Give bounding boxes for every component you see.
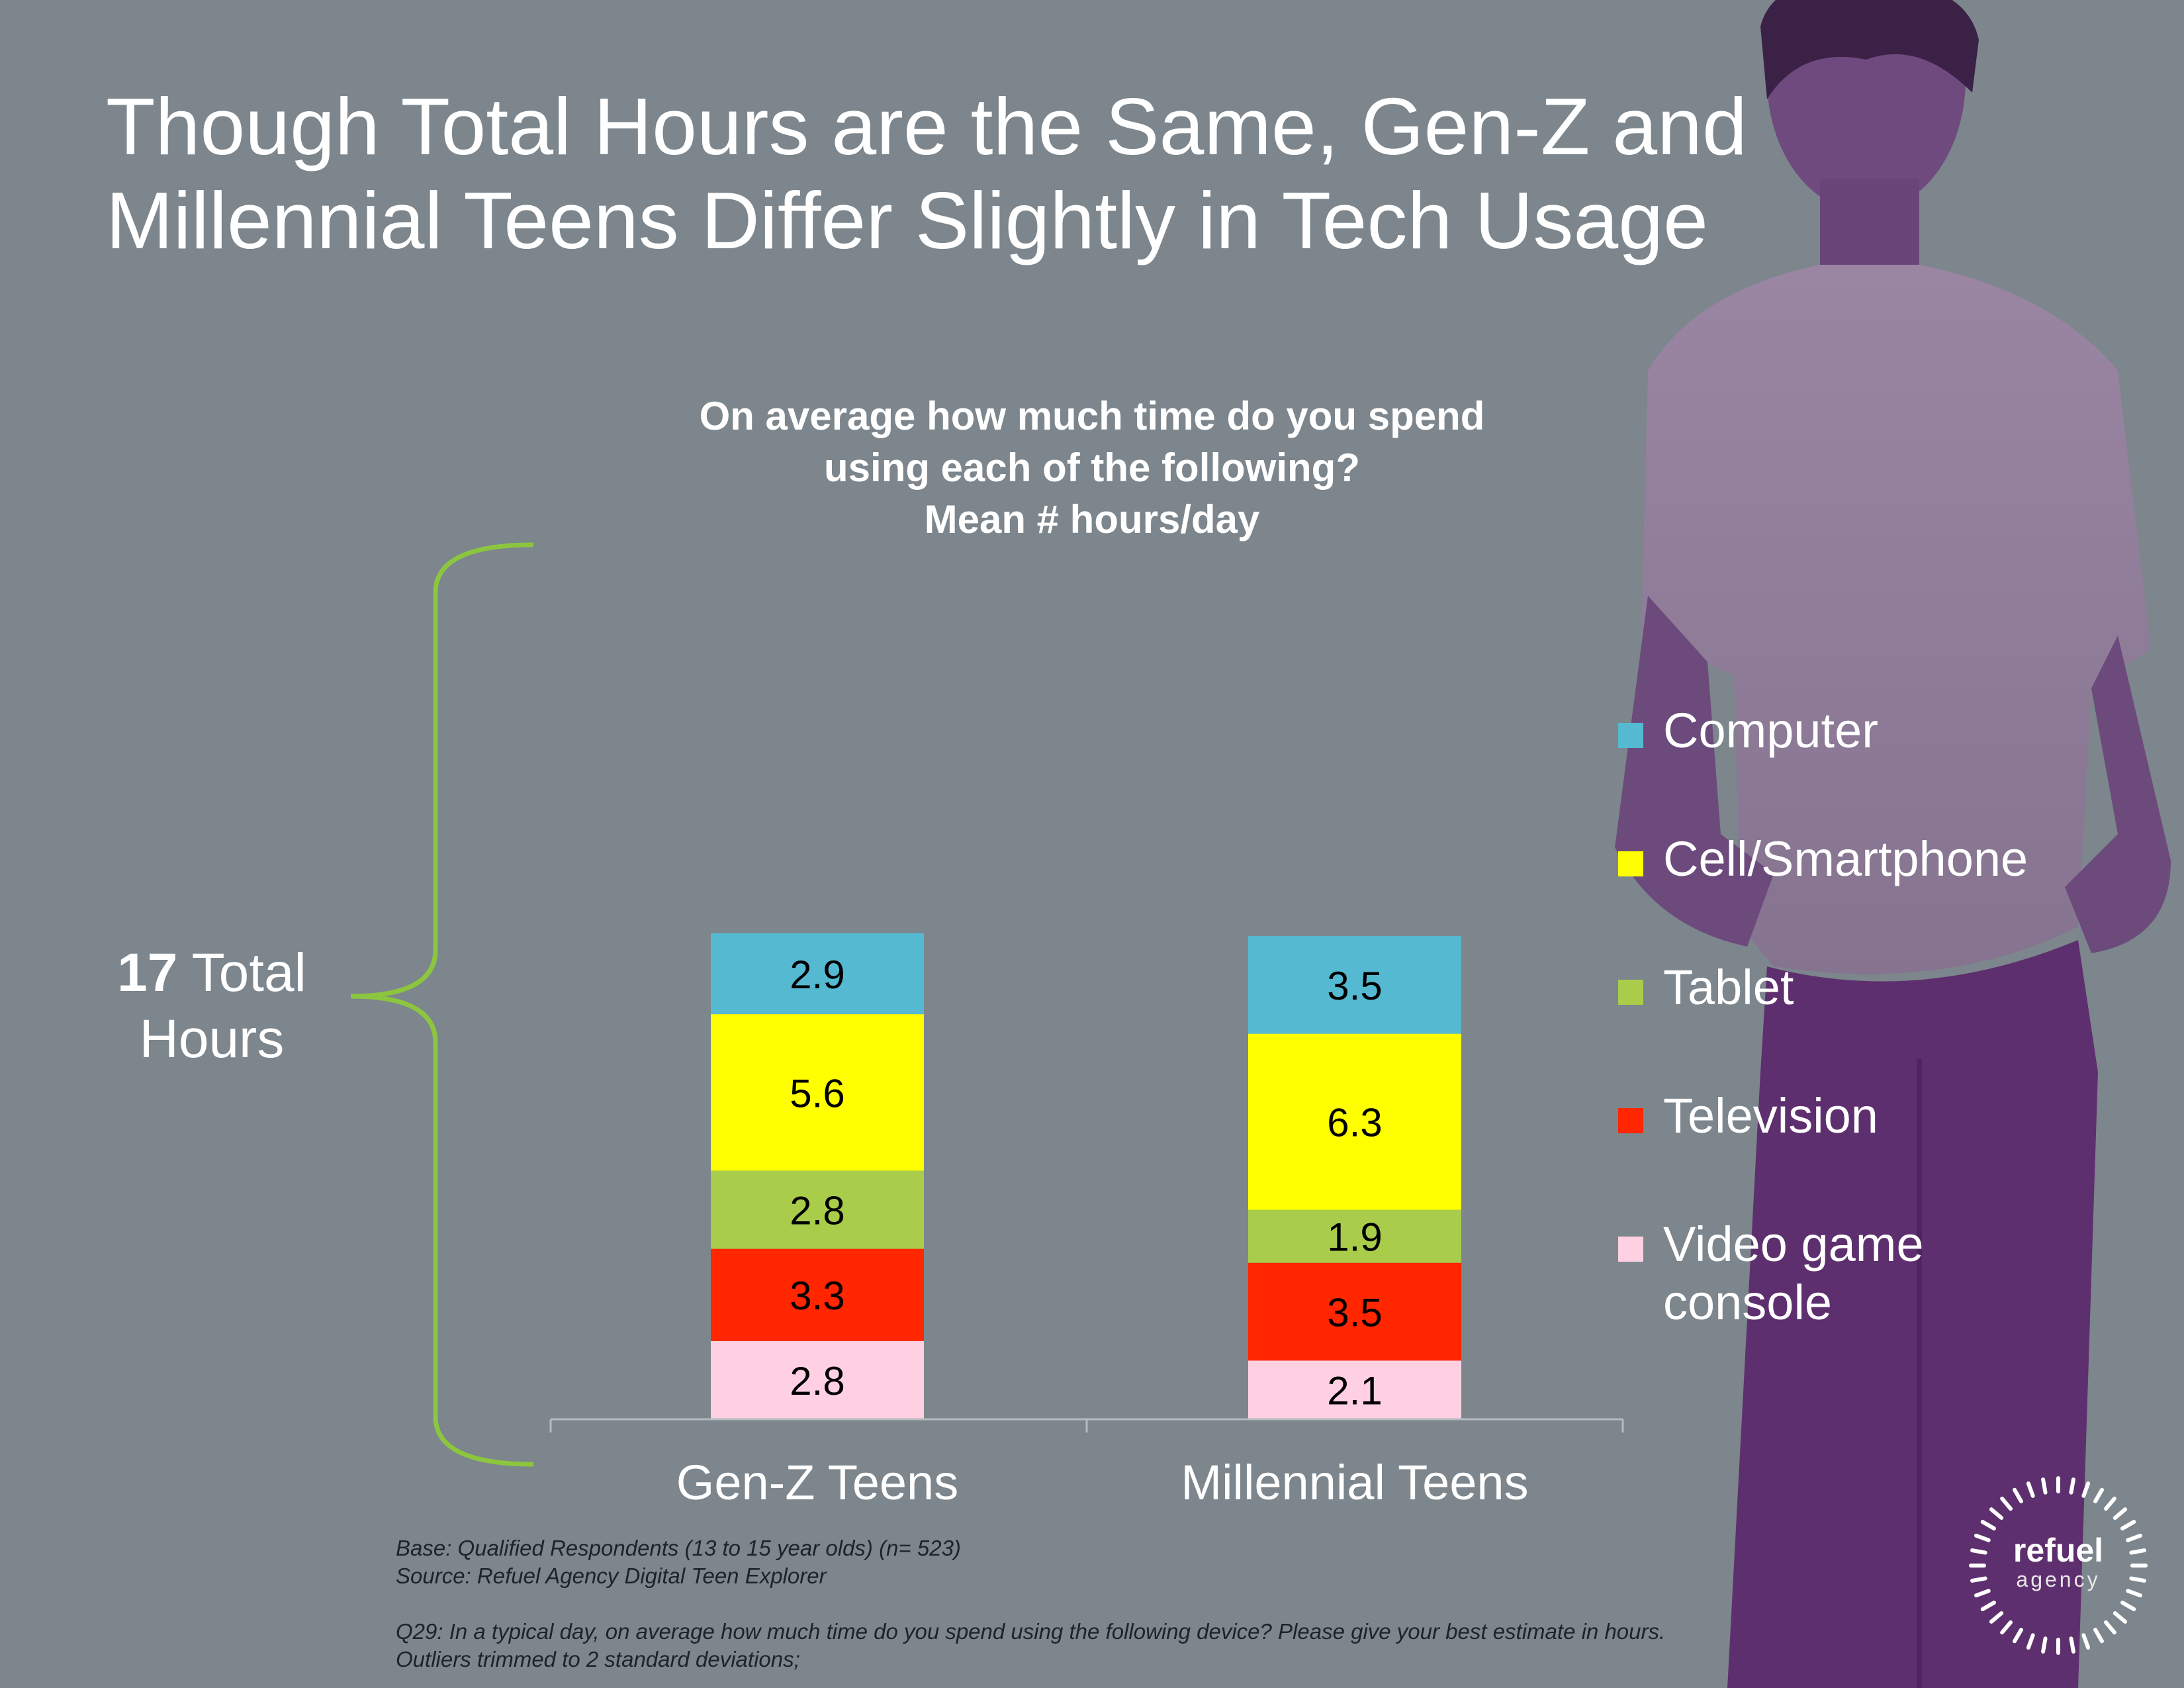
- refuel-agency-logo: refuel agency: [1969, 1470, 2148, 1662]
- logo-ring-dash: [1989, 1507, 2004, 1521]
- legend-label-computer: Computer: [1663, 703, 1878, 758]
- logo-ring-dash: [2120, 1601, 2136, 1611]
- bar-segment-millennial-teens-television: [1248, 1262, 1461, 1361]
- bar-segment-millennial-teens-tablet: [1248, 1209, 1461, 1263]
- legend-swatch-television: [1618, 1108, 1643, 1133]
- data-label-gen-z-teens-video-game-console: 2.8: [790, 1359, 844, 1403]
- logo-ring-dash: [1989, 1611, 2004, 1624]
- footnotes: Base: Qualified Respondents (13 to 15 ye…: [396, 1534, 1918, 1673]
- footnote-question: Q29: In a typical day, on average how mu…: [396, 1619, 1666, 1644]
- bar-segment-millennial-teens-computer: [1248, 935, 1461, 1034]
- logo-ring-dash: [2013, 1627, 2023, 1644]
- logo-ring-dash: [2000, 1620, 2013, 1635]
- legend-swatch-tablet: [1618, 980, 1643, 1005]
- footnote-source: Source: Refuel Agency Digital Teen Explo…: [396, 1564, 827, 1588]
- logo-ring-dash: [2093, 1627, 2104, 1644]
- logo-ring-dash: [1974, 1589, 1991, 1598]
- data-label-gen-z-teens-television: 3.3: [790, 1274, 844, 1318]
- bar-segment-millennial-teens-video-game-console: [1248, 1360, 1461, 1419]
- data-label-gen-z-teens-tablet: 2.8: [790, 1189, 844, 1233]
- bar-segment-gen-z-teens-tablet: [711, 1170, 924, 1249]
- bar-segment-gen-z-teens-video-game-console: [711, 1340, 924, 1419]
- logo-ring-dash: [2129, 1576, 2146, 1583]
- logo-ring-dash: [2041, 1636, 2048, 1654]
- category-label-millennial-teens: Millennial Teens: [1181, 1455, 1528, 1510]
- data-label-gen-z-teens-computer: 2.9: [790, 953, 844, 997]
- logo-ring: [1969, 1476, 2148, 1655]
- bar-segment-millennial-teens-cell-smartphone: [1248, 1033, 1461, 1210]
- logo-ring-dash: [2129, 1548, 2146, 1555]
- legend-label-video-game-console: Video game console: [1663, 1217, 1924, 1330]
- logo-ring-dash: [2093, 1487, 2104, 1504]
- legend-swatch-cell-smartphone: [1618, 851, 1643, 876]
- logo-ring-dash: [2103, 1496, 2116, 1511]
- data-label-millennial-teens-tablet: 1.9: [1327, 1215, 1382, 1260]
- logo-ring-dash: [2103, 1620, 2116, 1635]
- chart-title-line-3: Mean # hours/day: [924, 497, 1260, 541]
- logo-ring-dash: [2041, 1477, 2048, 1495]
- legend-label-television: Television: [1663, 1088, 1878, 1143]
- logo-ring-dash: [1980, 1520, 1997, 1530]
- logo-ring-dash: [1970, 1576, 1987, 1583]
- total-hours-label: 17 Total Hours: [93, 940, 331, 1072]
- data-label-millennial-teens-cell-smartphone: 6.3: [1327, 1101, 1382, 1145]
- legend-swatch-video-game-console: [1618, 1237, 1643, 1262]
- logo-ring-dash: [2126, 1533, 2143, 1542]
- logo-ring-dash: [2013, 1487, 2023, 1504]
- bar-segment-gen-z-teens-cell-smartphone: [711, 1014, 924, 1171]
- logo-ring-dash: [1974, 1533, 1991, 1542]
- data-label-millennial-teens-video-game-console: 2.1: [1327, 1369, 1382, 1413]
- bar-segment-gen-z-teens-computer: [711, 933, 924, 1015]
- logo-ring-dash: [1970, 1548, 1987, 1555]
- category-label-gen-z-teens: Gen-Z Teens: [676, 1455, 958, 1510]
- footnote-outliers: Outliers trimmed to 2 standard deviation…: [396, 1647, 800, 1671]
- bar-segment-gen-z-teens-television: [711, 1248, 924, 1341]
- footnote-base: Base: Qualified Respondents (13 to 15 ye…: [396, 1536, 961, 1560]
- total-hours-text: Total Hours: [139, 943, 306, 1069]
- logo-ring-dash: [2069, 1636, 2075, 1654]
- logo-ring-dash: [2026, 1633, 2035, 1650]
- total-bracket: [350, 542, 534, 1467]
- slide-title: Though Total Hours are the Same, Gen-Z a…: [106, 81, 1747, 265]
- logo-ring-dash: [2113, 1611, 2128, 1624]
- logo-ring-dash: [2113, 1507, 2128, 1521]
- logo-ring-dash: [2081, 1633, 2091, 1650]
- logo-ring-dash: [2120, 1520, 2136, 1530]
- logo-ring-dash: [1980, 1601, 1997, 1611]
- chart-title-line-2: using each of the following?: [824, 445, 1360, 490]
- logo-ring-dash: [2026, 1481, 2035, 1498]
- logo-subtext: agency: [2016, 1568, 2101, 1591]
- data-label-millennial-teens-television: 3.5: [1327, 1291, 1382, 1335]
- total-hours-number: 17: [117, 943, 178, 1003]
- logo-ring-dash: [2081, 1481, 2091, 1498]
- chart-title-line-1: On average how much time do you spend: [699, 394, 1485, 438]
- logo-ring-dash: [2000, 1496, 2013, 1511]
- logo-wordmark: refuel: [2013, 1532, 2104, 1569]
- legend-label-cell-smartphone: Cell/Smartphone: [1663, 831, 2028, 886]
- logo-ring-dash: [2126, 1589, 2143, 1598]
- chart-title: On average how much time do you spend us…: [563, 391, 1621, 545]
- legend-swatch-computer: [1618, 723, 1643, 748]
- data-label-millennial-teens-computer: 3.5: [1327, 964, 1382, 1008]
- legend-label-tablet: Tablet: [1663, 960, 1794, 1015]
- data-label-gen-z-teens-cell-smartphone: 5.6: [790, 1071, 844, 1115]
- logo-ring-dash: [2069, 1477, 2075, 1495]
